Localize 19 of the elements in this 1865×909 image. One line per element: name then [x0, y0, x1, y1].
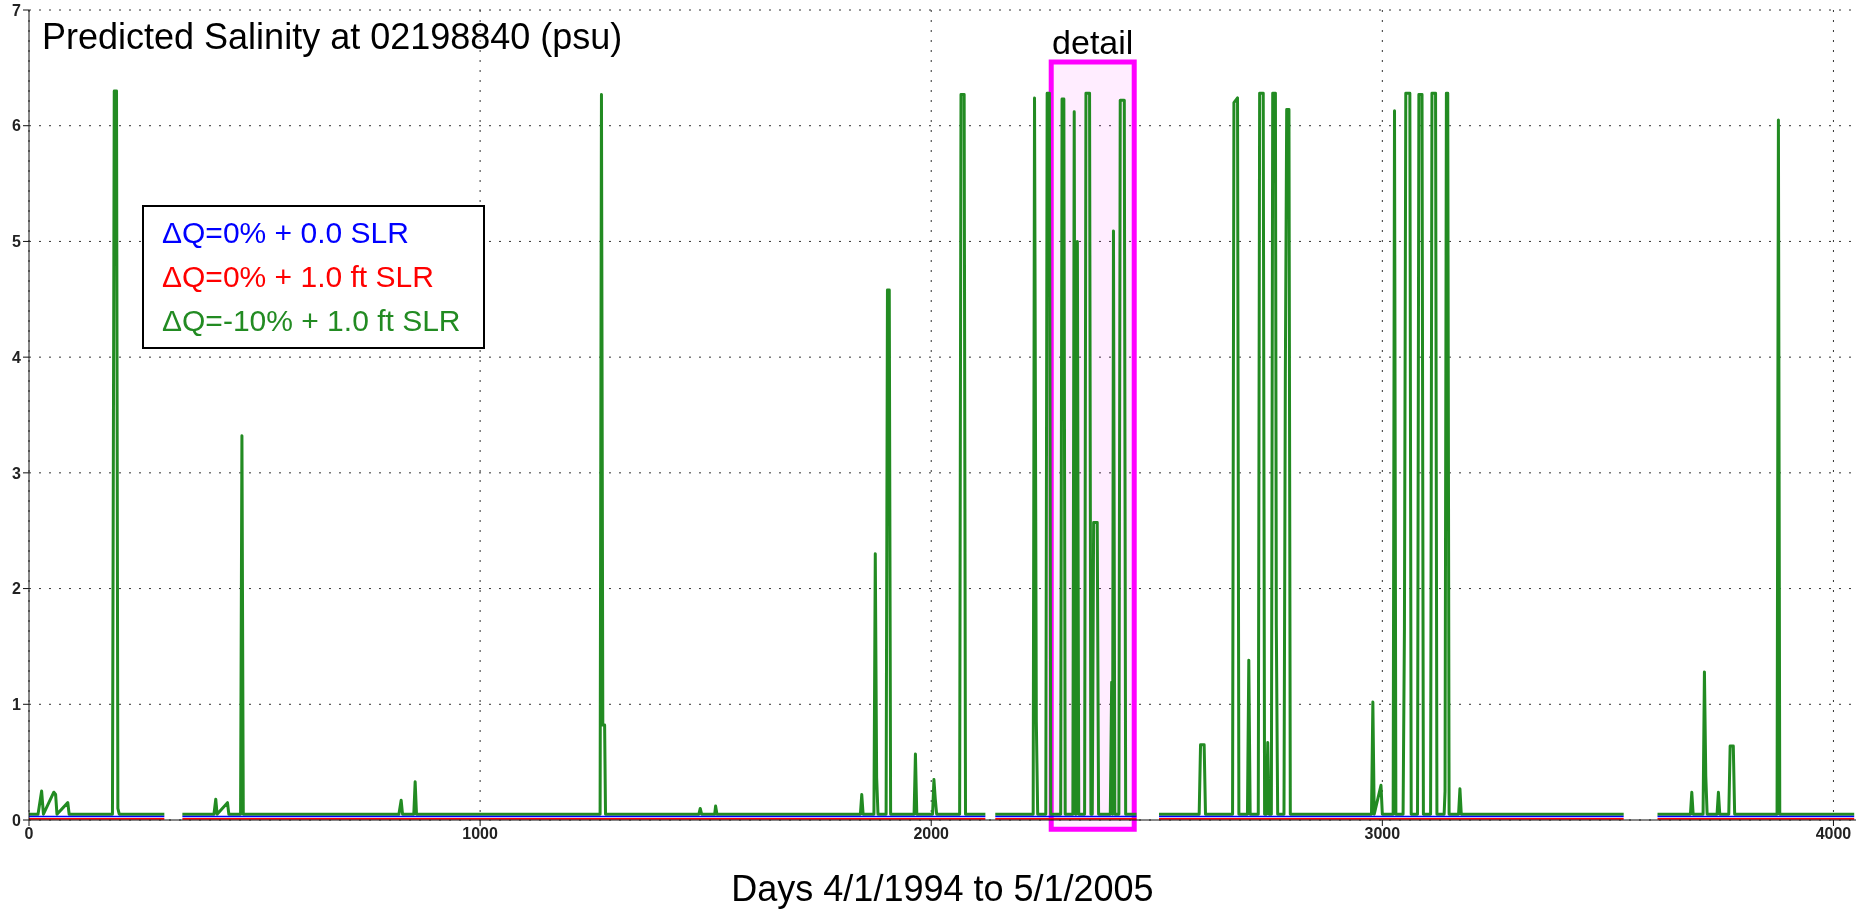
y-tick-label: 7 [12, 1, 22, 19]
y-tick-label: 6 [12, 117, 22, 135]
y-tick-label: 1 [12, 695, 22, 713]
band-label: detail [1052, 23, 1134, 62]
x-tick-label: 4000 [1815, 825, 1852, 843]
x-tick-label: 2000 [913, 825, 950, 843]
x-tick-label: 1000 [462, 825, 499, 843]
y-tick-label: 2 [12, 580, 22, 598]
x-tick-label: 3000 [1364, 825, 1401, 843]
chart-title: Predicted Salinity at 02198840 (psu) [42, 16, 623, 58]
y-tick-label: 3 [12, 464, 22, 482]
text: ΔQ=0% + 1.0 ft SLR [162, 259, 435, 295]
text: ΔQ=0% + 0.0 SLR [162, 215, 410, 251]
y-tick-label: 4 [12, 348, 22, 366]
y-tick-label: 5 [12, 233, 22, 251]
y-tick-label: 0 [12, 811, 22, 829]
series-label: ΔQ=-10% + 1.0 ft SLR [162, 303, 461, 339]
x-axis-title: Days 4/1/1994 to 5/1/2005 [731, 868, 1154, 909]
x-tick-label: 0 [24, 825, 34, 843]
